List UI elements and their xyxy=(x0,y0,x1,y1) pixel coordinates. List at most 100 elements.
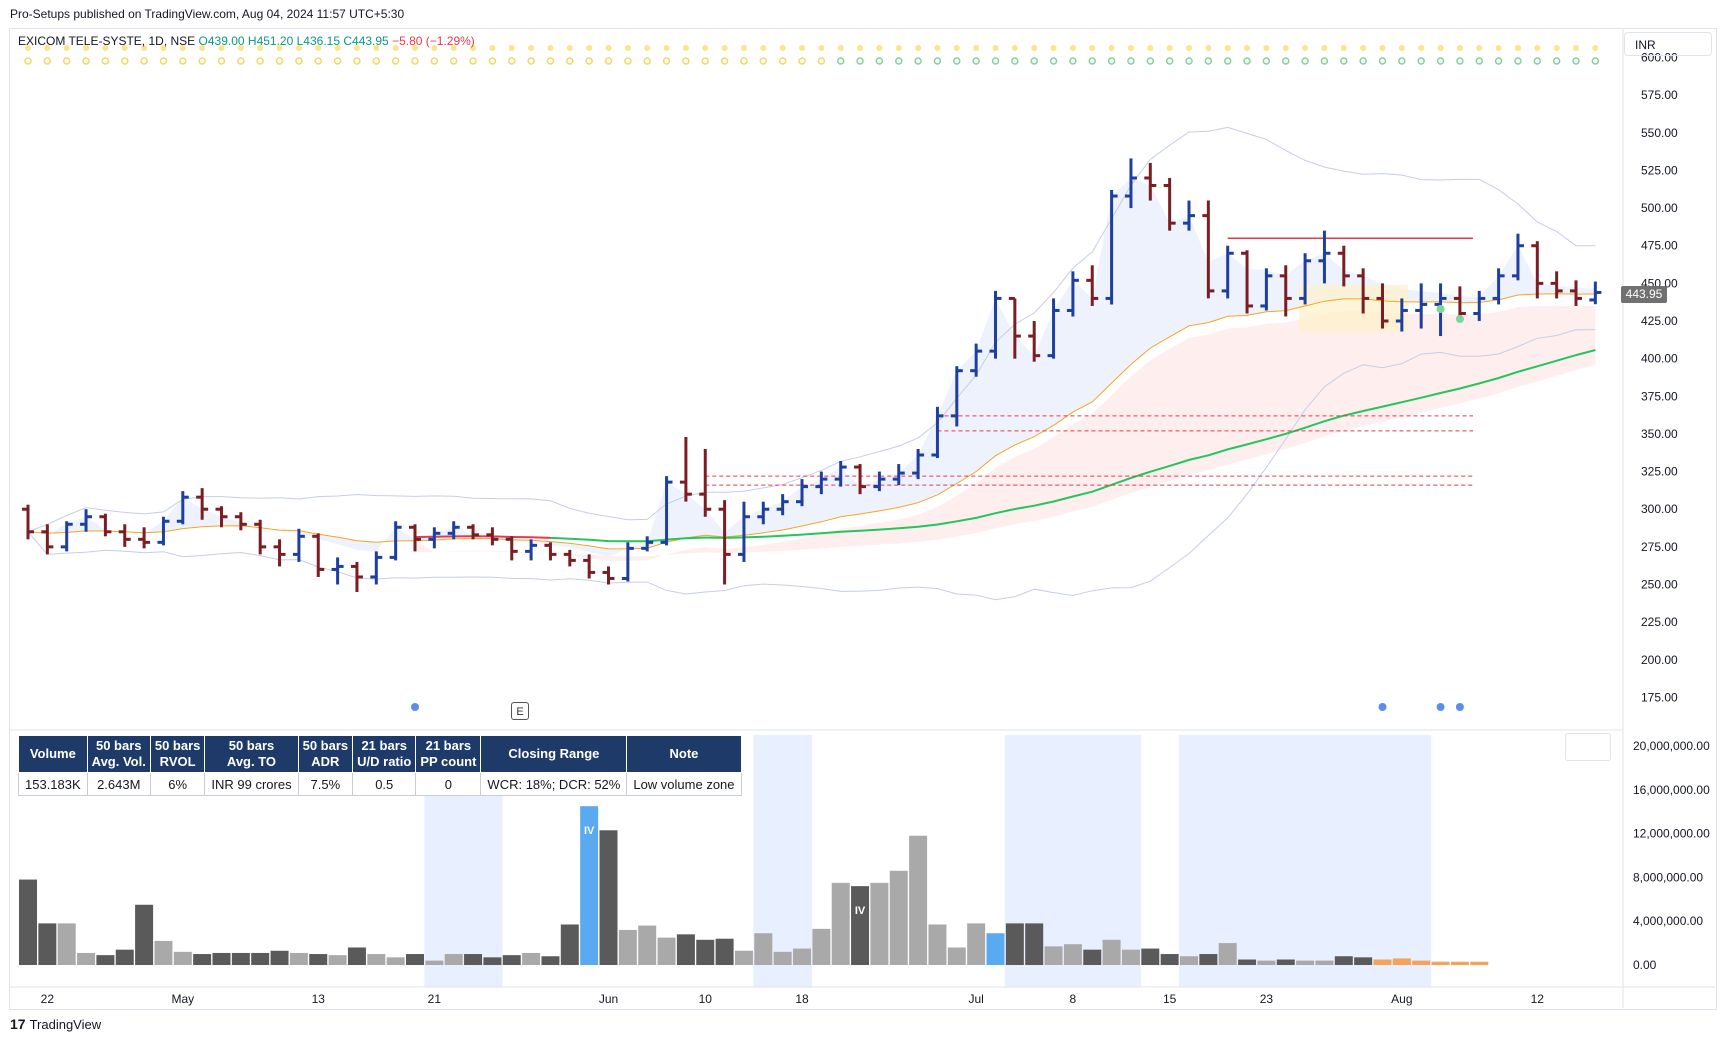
signal-dot-top-66 xyxy=(1302,45,1309,51)
signal-dot-top-58 xyxy=(1147,45,1154,51)
signal-dot-mid-53 xyxy=(1049,57,1058,65)
time-tick-11: Aug xyxy=(1391,992,1412,1006)
ohlc-bar-52 xyxy=(1028,321,1041,362)
signal-dot-mid-40 xyxy=(798,57,806,65)
ohlc-bar-57 xyxy=(1124,158,1137,209)
ohlc-bar-7 xyxy=(157,516,170,546)
volume-bar-31 xyxy=(618,929,637,965)
volume-bar-53 xyxy=(1044,946,1063,965)
signal-dot-top-48 xyxy=(953,45,960,51)
ohlc-bar-23 xyxy=(467,524,480,540)
volume-bar-65 xyxy=(1276,959,1295,965)
signal-dot-mid-25 xyxy=(508,57,516,65)
volume-bar-74 xyxy=(1450,961,1469,965)
ohlc-bar-48 xyxy=(950,366,963,427)
signal-dot-mid-46 xyxy=(914,57,922,65)
volume-bar-41 xyxy=(812,928,831,965)
event-dot-0 xyxy=(411,703,419,711)
signal-dot-top-76 xyxy=(1495,45,1502,51)
signal-dot-mid-78 xyxy=(1533,57,1542,65)
ohlc-bar-70 xyxy=(1376,283,1389,329)
pane-control-box[interactable] xyxy=(1565,733,1611,761)
legend-change: −5.80 (−1.29%) xyxy=(392,34,475,48)
signal-dot-top-3 xyxy=(83,45,90,51)
stats-value-3: INR 99 crores xyxy=(204,772,299,796)
signal-dot-top-29 xyxy=(586,45,593,51)
volume-bar-36 xyxy=(715,938,734,965)
signal-dot-mid-69 xyxy=(1359,57,1367,65)
volume-bar-24 xyxy=(483,957,502,965)
signal-dot-top-10 xyxy=(218,45,225,51)
stats-header-3: 50 bars Avg. TO xyxy=(204,735,299,773)
signal-dot-top-46 xyxy=(915,45,922,51)
signal-dot-mid-66 xyxy=(1301,57,1309,65)
signal-dot-mid-7 xyxy=(159,57,168,65)
price-tick-15: 225.00 xyxy=(1641,615,1678,629)
volume-bar-33 xyxy=(657,937,676,965)
volume-bar-9 xyxy=(193,954,212,965)
signal-dot-top-49 xyxy=(973,45,980,51)
signal-dot-mid-74 xyxy=(1456,57,1464,65)
signal-dot-top-45 xyxy=(895,45,902,51)
signal-dot-mid-58 xyxy=(1146,57,1155,65)
price-tick-2: 550.00 xyxy=(1641,126,1678,140)
signal-dot-mid-76 xyxy=(1494,57,1503,65)
earnings-badge[interactable]: E xyxy=(511,702,529,720)
signal-dot-mid-77 xyxy=(1514,57,1522,65)
volume-bar-17 xyxy=(347,947,366,965)
volume-bar-26 xyxy=(522,952,541,965)
signal-dot-top-38 xyxy=(760,45,767,51)
signal-dot-mid-16 xyxy=(333,57,342,65)
signal-dot-mid-71 xyxy=(1398,57,1406,65)
signal-dot-top-60 xyxy=(1186,45,1192,51)
signal-dot-top-67 xyxy=(1321,45,1328,51)
signal-dot-mid-45 xyxy=(895,57,903,65)
signal-dot-mid-60 xyxy=(1185,57,1193,65)
signal-dot-top-0 xyxy=(25,45,31,51)
time-tick-6: 18 xyxy=(795,992,809,1006)
volume-bar-7 xyxy=(154,940,173,965)
ohlc-bar-40 xyxy=(796,479,808,507)
signal-dot-top-53 xyxy=(1050,45,1057,51)
ohlc-bar-21 xyxy=(428,527,441,549)
ohlc-bar-36 xyxy=(718,500,731,585)
stats-header-2: 50 bars RVOL xyxy=(149,735,206,773)
signal-dot-top-2 xyxy=(63,45,70,51)
signal-dot-top-70 xyxy=(1379,45,1386,51)
ohlc-bar-30 xyxy=(602,566,615,585)
volume-bar-61 xyxy=(1199,954,1218,965)
signal-dot-mid-29 xyxy=(585,57,593,65)
stats-value-5: 0.5 xyxy=(352,772,417,796)
currency-selector[interactable]: INR xyxy=(1624,32,1712,56)
bollinger-upper xyxy=(27,126,1596,533)
signal-dot-top-14 xyxy=(295,45,302,51)
stats-header-0: Volume xyxy=(18,735,88,773)
volume-bar-69 xyxy=(1354,957,1373,965)
price-tick-11: 325.00 xyxy=(1641,465,1678,479)
time-tick-0: 22 xyxy=(41,992,55,1006)
ohlc-bar-19 xyxy=(389,521,402,561)
signal-dot-mid-5 xyxy=(121,57,129,65)
signal-dot-top-28 xyxy=(566,45,573,51)
signal-dot-mid-75 xyxy=(1475,57,1483,65)
signal-dot-mid-36 xyxy=(720,57,729,65)
price-tick-4: 500.00 xyxy=(1641,201,1678,215)
signal-dot-mid-10 xyxy=(217,57,226,65)
signal-dot-mid-81 xyxy=(1591,57,1600,65)
signal-dot-top-30 xyxy=(605,45,612,51)
signal-dot-mid-41 xyxy=(817,57,826,65)
volume-bar-37 xyxy=(734,950,753,965)
volume-bar-55 xyxy=(1083,949,1102,965)
signal-dot-top-9 xyxy=(199,45,206,51)
time-tick-9: 15 xyxy=(1163,992,1177,1006)
signal-dot-mid-30 xyxy=(604,57,613,65)
volume-bar-40 xyxy=(793,948,811,965)
signal-dot-mid-56 xyxy=(1107,57,1116,65)
signal-dot-mid-80 xyxy=(1572,57,1580,65)
volume-bar-30 xyxy=(599,830,618,965)
bollinger-lower xyxy=(27,329,1596,601)
volume-bar-2 xyxy=(57,923,76,965)
tradingview-logo[interactable]: 17 TradingView xyxy=(10,1016,101,1032)
ohlc-bar-10 xyxy=(215,506,228,528)
